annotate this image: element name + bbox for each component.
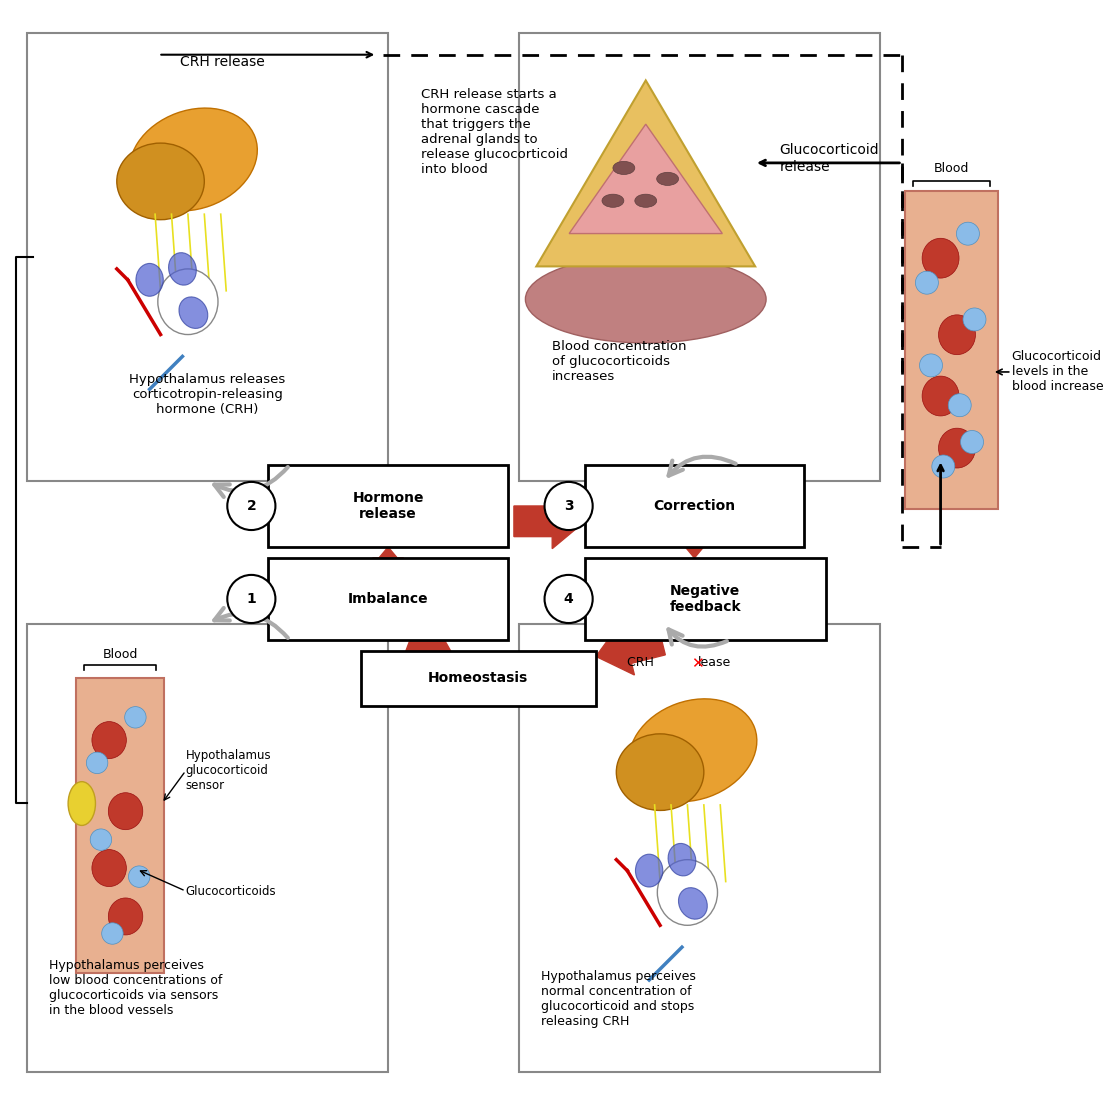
Ellipse shape [92, 722, 126, 758]
Polygon shape [536, 81, 755, 267]
Text: CRH release: CRH release [180, 55, 265, 69]
Ellipse shape [923, 376, 960, 416]
Ellipse shape [938, 315, 975, 354]
Text: Hypothalamus perceives
low blood concentrations of
glucocorticoids via sensors
i: Hypothalamus perceives low blood concent… [49, 959, 222, 1017]
Text: lease: lease [698, 656, 732, 670]
Circle shape [545, 575, 593, 624]
FancyArrow shape [514, 494, 585, 549]
Text: Glucocorticoid
levels in the
blood increase: Glucocorticoid levels in the blood incre… [1012, 350, 1104, 394]
Ellipse shape [923, 238, 960, 278]
Circle shape [948, 394, 971, 417]
Ellipse shape [169, 253, 197, 286]
Ellipse shape [136, 264, 163, 296]
FancyArrow shape [361, 547, 416, 580]
FancyBboxPatch shape [27, 624, 388, 1072]
Ellipse shape [108, 793, 143, 829]
Circle shape [102, 923, 123, 944]
Ellipse shape [525, 255, 766, 342]
Text: 4: 4 [564, 592, 573, 606]
Ellipse shape [179, 296, 208, 328]
Text: Hypothalamus
glucocorticoid
sensor: Hypothalamus glucocorticoid sensor [185, 749, 271, 792]
Ellipse shape [657, 173, 678, 185]
Ellipse shape [678, 887, 707, 919]
FancyBboxPatch shape [519, 33, 880, 481]
Text: Blood concentration
of glucocorticoids
increases: Blood concentration of glucocorticoids i… [552, 340, 687, 383]
Circle shape [227, 481, 276, 531]
Circle shape [956, 222, 980, 245]
FancyArrow shape [596, 621, 666, 675]
Text: 3: 3 [564, 499, 573, 513]
FancyBboxPatch shape [27, 33, 388, 481]
Ellipse shape [108, 898, 143, 935]
FancyBboxPatch shape [76, 677, 164, 974]
Text: Blood: Blood [103, 649, 137, 661]
Text: Hypothalamus releases
corticotropin-releasing
hormone (CRH): Hypothalamus releases corticotropin-rele… [130, 373, 286, 416]
Ellipse shape [157, 269, 218, 335]
Text: Blood: Blood [934, 162, 970, 175]
Ellipse shape [668, 843, 696, 876]
Ellipse shape [617, 734, 704, 811]
Text: 1: 1 [247, 592, 256, 606]
Text: Imbalance: Imbalance [347, 592, 429, 606]
FancyBboxPatch shape [585, 558, 825, 640]
Text: CRH: CRH [628, 656, 658, 670]
Text: CRH release starts a
hormone cascade
that triggers the
adrenal glands to
release: CRH release starts a hormone cascade tha… [421, 88, 567, 175]
Ellipse shape [629, 699, 757, 802]
Circle shape [963, 307, 986, 330]
Text: 2: 2 [247, 499, 256, 513]
Circle shape [125, 707, 146, 729]
Circle shape [919, 354, 943, 376]
Text: Hormone
release: Hormone release [352, 491, 423, 521]
Polygon shape [570, 124, 723, 234]
Text: ✕: ✕ [690, 656, 704, 672]
Ellipse shape [636, 854, 662, 887]
FancyBboxPatch shape [361, 651, 596, 706]
Ellipse shape [938, 428, 975, 468]
FancyBboxPatch shape [519, 624, 880, 1072]
FancyBboxPatch shape [585, 465, 804, 547]
Circle shape [128, 866, 150, 887]
FancyArrow shape [667, 525, 722, 558]
Circle shape [86, 753, 108, 773]
FancyBboxPatch shape [268, 465, 508, 547]
Circle shape [916, 271, 938, 294]
Ellipse shape [613, 161, 634, 174]
Ellipse shape [634, 195, 657, 208]
Circle shape [932, 455, 955, 478]
Text: Correction: Correction [653, 499, 735, 513]
Text: Homeostasis: Homeostasis [428, 672, 528, 685]
Ellipse shape [117, 143, 204, 220]
Text: Hypothalamus perceives
normal concentration of
glucocorticoid and stops
releasin: Hypothalamus perceives normal concentrat… [542, 970, 696, 1028]
Circle shape [227, 575, 276, 624]
Ellipse shape [130, 108, 257, 211]
Ellipse shape [68, 781, 95, 825]
FancyBboxPatch shape [268, 558, 508, 640]
Ellipse shape [657, 860, 717, 926]
FancyArrow shape [404, 619, 454, 671]
Ellipse shape [602, 195, 624, 208]
Ellipse shape [92, 850, 126, 886]
FancyBboxPatch shape [905, 191, 997, 509]
Text: Glucocorticoid
release: Glucocorticoid release [780, 143, 879, 174]
Circle shape [961, 430, 983, 453]
Text: Negative
feedback: Negative feedback [669, 584, 742, 614]
Circle shape [545, 481, 593, 531]
Circle shape [90, 829, 112, 850]
Text: Glucocorticoids: Glucocorticoids [185, 885, 276, 897]
